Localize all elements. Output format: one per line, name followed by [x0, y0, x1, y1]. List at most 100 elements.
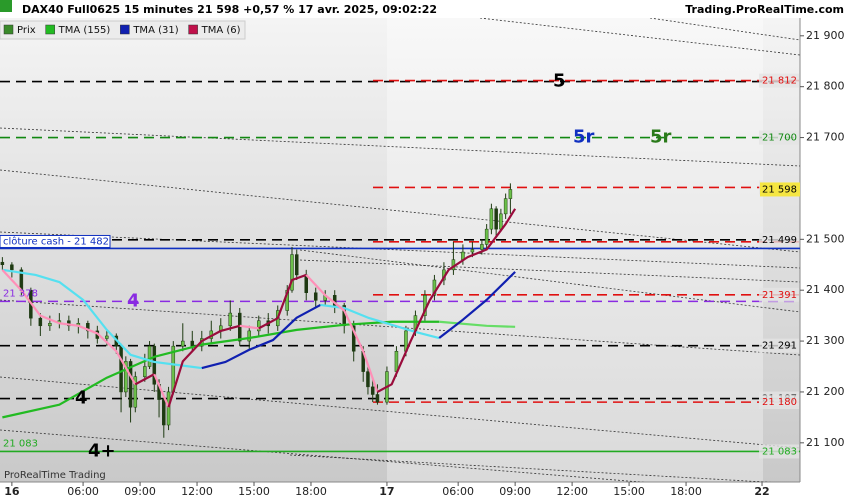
level-label: 21 180	[762, 397, 797, 408]
y-tick-label: 21 500	[806, 232, 845, 245]
x-tick-label: 12:00	[556, 485, 588, 498]
candle-body	[247, 330, 252, 342]
session-band	[387, 18, 763, 482]
price-box	[760, 182, 800, 197]
candle-body	[143, 366, 147, 377]
candle-body	[470, 249, 475, 253]
candle-body	[351, 325, 356, 352]
candle-body	[313, 292, 318, 301]
candle-body	[152, 345, 157, 385]
x-tick-label: 22	[754, 485, 769, 498]
level-label: 21 700	[762, 133, 797, 144]
y-tick-label: 21 700	[806, 131, 845, 144]
ma-line	[2, 268, 202, 370]
level-label: 21 598	[762, 184, 797, 195]
candle-body	[290, 254, 294, 291]
candle-body	[10, 264, 14, 271]
candle-body	[190, 340, 195, 347]
x-tick-label: 17	[379, 485, 394, 498]
candle-body	[503, 198, 508, 215]
candle-body	[294, 254, 299, 276]
footer: ProRealTime Trading	[4, 470, 106, 481]
x-tick-label: 15:00	[238, 485, 270, 498]
candle-body	[48, 323, 52, 327]
candle-body	[128, 361, 133, 408]
candle-body	[366, 371, 370, 388]
level-note: 5r	[650, 127, 672, 148]
level-label-box	[0, 234, 111, 248]
level-label: 21 499	[762, 235, 797, 246]
level-note: 5	[553, 71, 566, 92]
ma-line	[258, 273, 307, 330]
candle-body	[499, 213, 503, 230]
candle-body	[124, 361, 128, 393]
level-note: 4	[75, 388, 88, 409]
candle-body	[86, 323, 90, 332]
x-tick-label: 12:00	[181, 485, 213, 498]
legend-swatch	[3, 24, 14, 35]
candle-body	[484, 228, 489, 245]
candle-body	[228, 312, 233, 327]
level-label-bg	[759, 395, 799, 410]
candle-body	[133, 376, 138, 408]
ma-line	[439, 320, 516, 328]
ma-line	[239, 324, 259, 330]
candle-body	[166, 391, 171, 426]
x-tick-label: 15:00	[613, 485, 645, 498]
y-tick-label: 21 100	[806, 436, 845, 449]
price-axis	[800, 18, 850, 482]
level-label-bg	[759, 287, 799, 302]
y-tick-label: 21 200	[806, 385, 845, 398]
x-tick-label: 16	[4, 485, 20, 498]
candle-body	[480, 244, 484, 250]
legend-swatch	[45, 24, 55, 35]
chart-title: DAX40 Full0625 15 minutes 21 598 +0,57 %…	[22, 3, 437, 16]
level-note: 5r	[573, 127, 595, 148]
candle-body	[147, 345, 152, 367]
candle-body	[38, 317, 43, 327]
header-bar	[0, 0, 850, 18]
ma-line	[167, 324, 241, 408]
time-axis	[0, 482, 850, 500]
x-tick-label: 06:00	[442, 485, 474, 498]
level-label: 21 083	[3, 438, 38, 449]
candle-body	[181, 340, 185, 347]
level-note: 4	[127, 290, 140, 311]
level-label: 21 291	[762, 341, 797, 352]
level-label-bg	[759, 232, 799, 247]
ma-line	[153, 373, 170, 408]
candle-body	[162, 399, 166, 426]
level-label: 21 812	[762, 76, 797, 87]
y-tick-label: 21 300	[806, 334, 845, 347]
source: Trading.ProRealTime.com	[685, 3, 844, 16]
level-note: 4+	[88, 440, 116, 461]
level-label: clôture cash - 21 482	[3, 235, 109, 247]
level-label-bg	[759, 73, 799, 88]
level-label: 21 378	[3, 288, 38, 299]
legend-label: TMA (6)	[201, 25, 241, 36]
ma-line	[134, 373, 155, 386]
ma-line	[2, 320, 440, 419]
legend-swatch	[120, 24, 130, 35]
level-label: 21 391	[762, 290, 797, 301]
legend-label: Prix	[17, 25, 36, 36]
x-tick-label: 09:00	[499, 485, 531, 498]
ma-line	[305, 274, 379, 393]
ma-line	[376, 208, 517, 393]
y-tick-label: 21 400	[806, 283, 845, 296]
x-tick-label: 09:00	[124, 485, 156, 498]
ma-line	[438, 271, 516, 339]
candle-body	[0, 261, 5, 266]
level-label-bg	[759, 444, 799, 459]
candle-body	[494, 208, 498, 230]
ma-line	[1, 269, 137, 385]
plot	[0, 183, 517, 438]
candle-body	[375, 394, 380, 403]
candle-body	[105, 335, 109, 339]
x-tick-label: 18:00	[295, 485, 327, 498]
legend-label: TMA (31)	[132, 25, 178, 36]
candle-body	[432, 279, 437, 296]
candle-body	[257, 320, 261, 332]
